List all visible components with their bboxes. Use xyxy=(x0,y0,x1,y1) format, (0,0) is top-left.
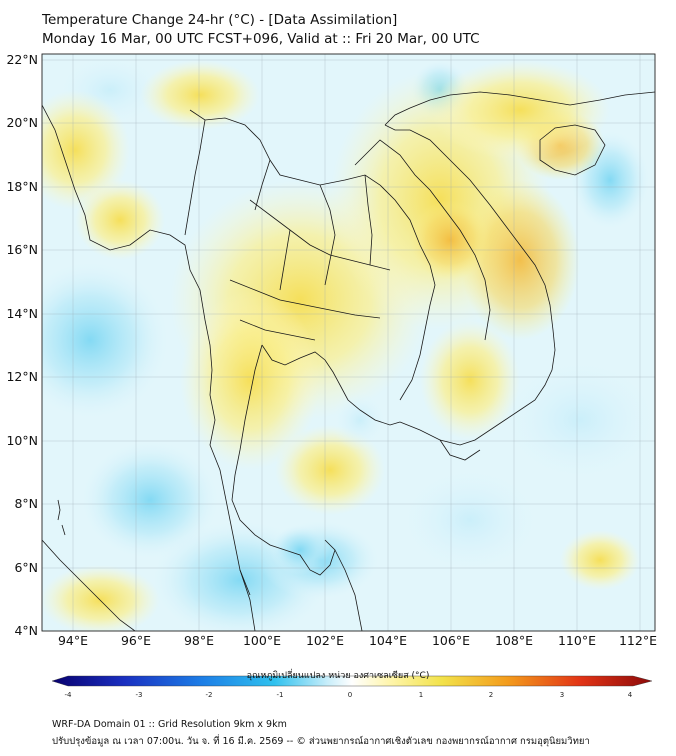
map-gridlines xyxy=(42,54,655,631)
map-frame xyxy=(41,53,656,632)
map-title: Temperature Change 24-hr (°C) - [Data As… xyxy=(42,12,398,28)
colorbar-tick: -3 xyxy=(136,691,143,699)
colorbar: -4 -3 -2 -1 0 1 2 3 4 xyxy=(51,675,653,699)
lat-label: 18°N xyxy=(6,179,38,194)
colorbar-tick: 2 xyxy=(489,691,493,699)
colorbar-tick: 4 xyxy=(628,691,633,699)
lat-label: 12°N xyxy=(6,369,38,384)
lat-label: 6°N xyxy=(14,560,38,575)
colorbar-tick: -4 xyxy=(65,691,73,699)
map-figure: 22°N 20°N 18°N 16°N 14°N 12°N 10°N 8°N 6… xyxy=(6,52,657,699)
longitude-labels: 94°E 96°E 98°E 100°E 102°E 104°E 106°E 1… xyxy=(58,633,657,648)
lat-label: 10°N xyxy=(6,433,38,448)
colorbar-tick: 1 xyxy=(419,691,423,699)
lon-label: 98°E xyxy=(184,633,214,648)
lon-label: 106°E xyxy=(432,633,470,648)
lon-label: 96°E xyxy=(121,633,151,648)
map-subtitle: Monday 16 Mar, 00 UTC FCST+096, Valid at… xyxy=(42,31,480,47)
coastlines-and-borders xyxy=(42,91,655,631)
colorbar-tick: -2 xyxy=(206,691,213,699)
temperature-field xyxy=(42,54,655,631)
lat-label: 4°N xyxy=(14,623,38,638)
colorbar-tick: -1 xyxy=(277,691,284,699)
colorbar-gradient xyxy=(51,675,653,687)
lon-label: 104°E xyxy=(369,633,407,648)
colorbar-tick: 0 xyxy=(348,691,352,699)
lon-label: 100°E xyxy=(243,633,281,648)
lat-label: 22°N xyxy=(6,52,38,67)
footer-model-info: WRF-DA Domain 01 :: Grid Resolution 9km … xyxy=(52,719,287,730)
colorbar-tick: 3 xyxy=(560,691,564,699)
lat-label: 20°N xyxy=(6,115,38,130)
lon-label: 94°E xyxy=(58,633,88,648)
lat-label: 16°N xyxy=(6,242,38,257)
footer-credit: ปรับปรุงข้อมูล ณ เวลา 07:00น. วัน จ. ที่… xyxy=(52,736,590,747)
lat-label: 8°N xyxy=(14,496,38,511)
lat-label: 14°N xyxy=(6,306,38,321)
lon-label: 102°E xyxy=(306,633,344,648)
lon-label: 112°E xyxy=(619,633,657,648)
colorbar-title: อุณหภูมิเปลี่ยนแปลง หน่วย องศาเซลเซียส (… xyxy=(246,671,430,681)
lon-label: 108°E xyxy=(495,633,533,648)
lon-label: 110°E xyxy=(558,633,596,648)
latitude-labels: 22°N 20°N 18°N 16°N 14°N 12°N 10°N 8°N 6… xyxy=(6,52,38,638)
